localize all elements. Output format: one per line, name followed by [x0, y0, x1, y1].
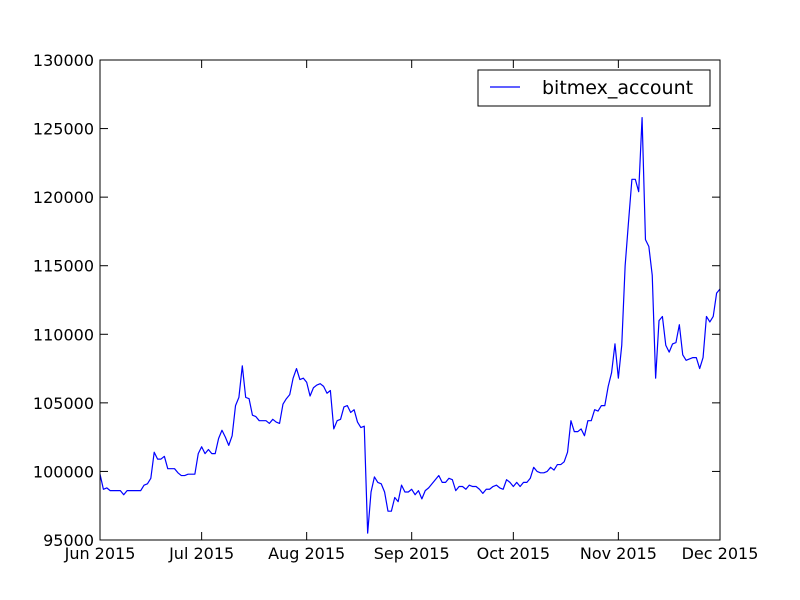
y-tick-label-0: 95000: [43, 531, 94, 550]
axes-frame: [99, 59, 721, 541]
y-tick-label-3: 110000: [33, 325, 94, 344]
x-tick-label-3: Sep 2015: [374, 544, 450, 563]
y-tick-label-5: 120000: [33, 188, 94, 207]
y-tick-label-7: 130000: [33, 51, 94, 70]
y-tick-label-1: 100000: [33, 462, 94, 481]
legend: bitmex_account: [477, 69, 711, 107]
legend-box: [477, 69, 711, 107]
series-line-bitmex_account: [99, 116, 721, 534]
y-tick-label-6: 125000: [33, 120, 94, 139]
plot-area: [99, 116, 721, 534]
axis-ticks: 95000 100000 105000 110000 115000 120000 12500…: [33, 51, 758, 563]
x-tick-label-5: Nov 2015: [580, 544, 657, 563]
x-tick-label-0: Jun 2015: [64, 544, 136, 563]
x-tick-label-2: Aug 2015: [268, 544, 345, 563]
legend-label: bitmex_account: [542, 77, 693, 99]
x-tick-label-6: Dec 2015: [682, 544, 759, 563]
x-tick-label-1: Jul 2015: [168, 544, 234, 563]
y-tick-label-4: 115000: [33, 257, 94, 276]
x-tick-label-4: Oct 2015: [477, 544, 550, 563]
y-tick-label-2: 105000: [33, 394, 94, 413]
